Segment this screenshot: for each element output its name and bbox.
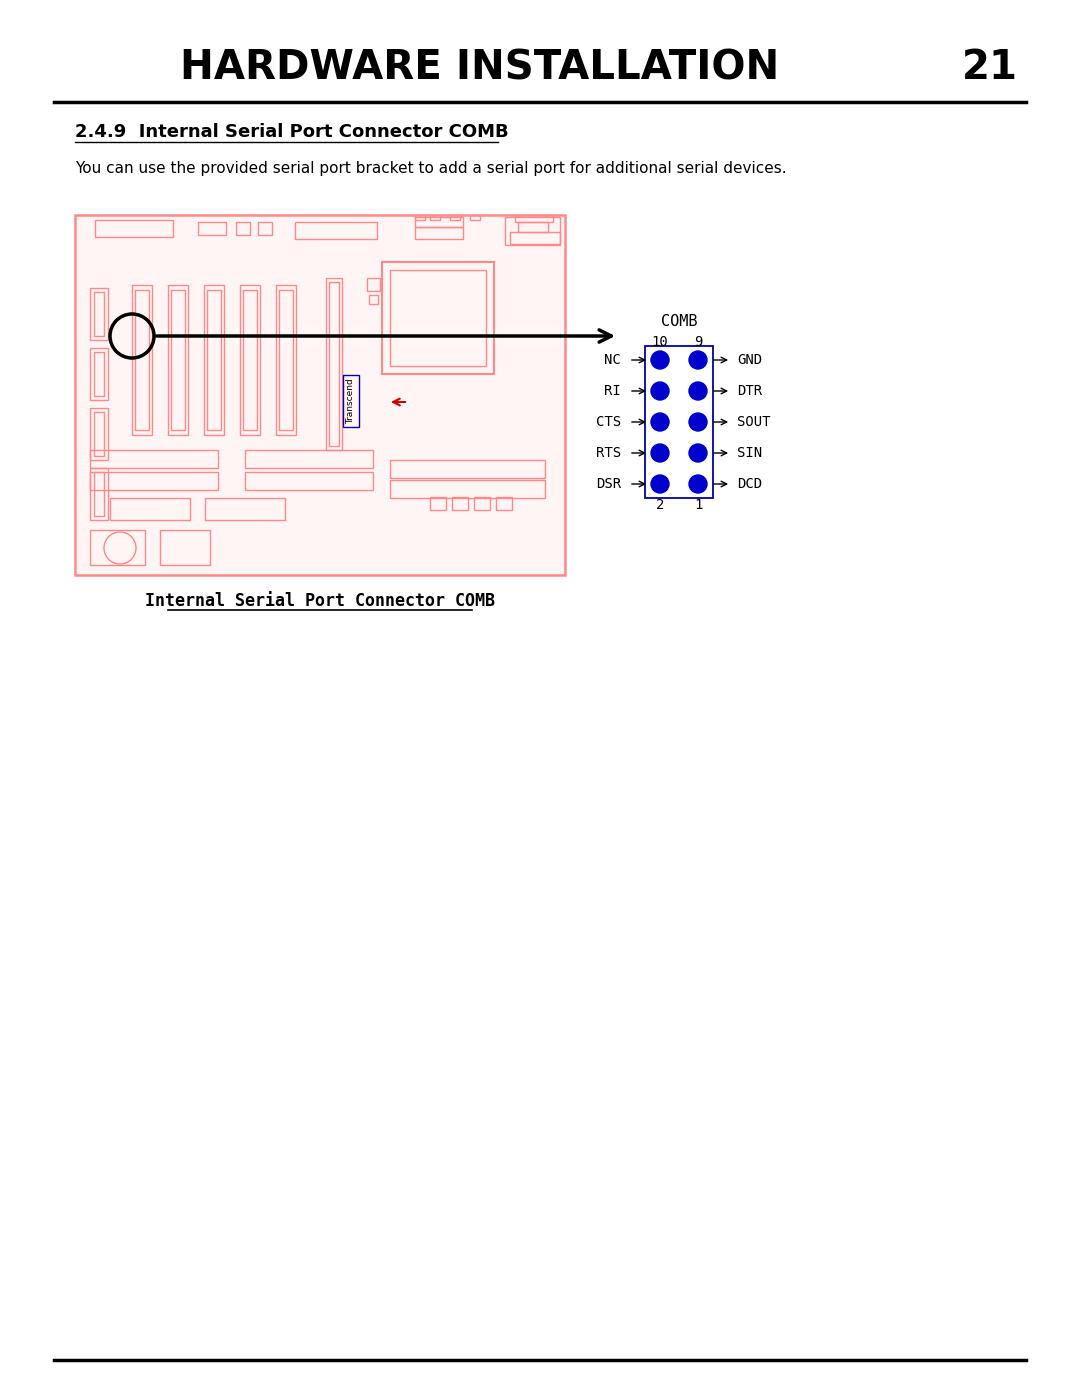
Text: DSR: DSR xyxy=(596,476,621,490)
Text: DTR: DTR xyxy=(737,384,762,398)
Text: 21: 21 xyxy=(962,47,1018,88)
Bar xyxy=(90,408,108,460)
Bar xyxy=(90,529,145,564)
Bar xyxy=(245,472,373,490)
Text: Transcend: Transcend xyxy=(347,379,355,423)
Bar xyxy=(168,285,188,434)
Bar xyxy=(329,282,339,446)
Bar xyxy=(390,460,545,478)
Bar xyxy=(430,215,440,219)
Text: RTS: RTS xyxy=(596,446,621,460)
Text: 2.4.9  Internal Serial Port Connector COMB: 2.4.9 Internal Serial Port Connector COM… xyxy=(75,123,509,141)
Text: Internal Serial Port Connector COMB: Internal Serial Port Connector COMB xyxy=(145,592,495,610)
Text: NC: NC xyxy=(604,353,621,367)
Bar xyxy=(276,285,296,434)
Bar xyxy=(510,232,561,244)
Text: 10: 10 xyxy=(651,335,669,349)
Circle shape xyxy=(651,381,669,400)
Text: 1: 1 xyxy=(693,497,702,511)
Bar xyxy=(207,291,221,430)
Bar xyxy=(90,288,108,339)
Bar xyxy=(237,222,249,235)
Bar xyxy=(75,215,565,576)
Bar xyxy=(135,291,149,430)
Bar xyxy=(258,222,272,235)
Bar xyxy=(90,468,108,520)
Bar xyxy=(518,222,548,232)
Bar xyxy=(343,374,359,427)
Circle shape xyxy=(651,414,669,432)
Bar xyxy=(245,450,373,468)
Bar xyxy=(95,219,173,237)
Bar xyxy=(496,497,512,510)
Bar xyxy=(645,346,713,497)
Bar xyxy=(240,285,260,434)
Bar xyxy=(390,481,545,497)
Bar xyxy=(505,217,561,244)
Bar xyxy=(515,215,553,222)
Bar xyxy=(279,291,293,430)
Bar xyxy=(160,529,210,564)
Circle shape xyxy=(651,351,669,369)
Bar xyxy=(470,215,480,219)
Bar xyxy=(415,217,463,226)
Bar xyxy=(94,412,104,455)
Text: You can use the provided serial port bracket to add a serial port for additional: You can use the provided serial port bra… xyxy=(75,161,786,176)
Bar xyxy=(204,285,224,434)
Text: 9: 9 xyxy=(693,335,702,349)
Bar xyxy=(390,270,486,366)
Text: HARDWARE INSTALLATION: HARDWARE INSTALLATION xyxy=(180,47,780,88)
Bar xyxy=(94,352,104,395)
Bar xyxy=(369,295,378,305)
Bar xyxy=(367,278,380,291)
Bar xyxy=(243,291,257,430)
Bar xyxy=(450,215,460,219)
Text: 2: 2 xyxy=(656,497,664,511)
Text: CTS: CTS xyxy=(596,415,621,429)
Text: DCD: DCD xyxy=(737,476,762,490)
Text: SOUT: SOUT xyxy=(737,415,770,429)
Circle shape xyxy=(689,444,707,462)
Circle shape xyxy=(689,351,707,369)
Bar xyxy=(90,450,218,468)
Text: SIN: SIN xyxy=(737,446,762,460)
Bar xyxy=(198,222,226,235)
Circle shape xyxy=(689,475,707,493)
Bar xyxy=(453,497,468,510)
Bar xyxy=(90,472,218,490)
Circle shape xyxy=(651,444,669,462)
Bar xyxy=(132,285,152,434)
Bar xyxy=(415,226,463,239)
Bar xyxy=(415,215,426,219)
Bar xyxy=(94,472,104,515)
Text: RI: RI xyxy=(604,384,621,398)
Text: GND: GND xyxy=(737,353,762,367)
Bar xyxy=(205,497,285,520)
Bar xyxy=(110,497,190,520)
Circle shape xyxy=(689,381,707,400)
Text: COMB: COMB xyxy=(661,314,698,330)
Circle shape xyxy=(689,414,707,432)
Bar xyxy=(382,263,494,374)
Circle shape xyxy=(651,475,669,493)
Bar xyxy=(295,222,377,239)
Bar xyxy=(430,497,446,510)
Bar xyxy=(474,497,490,510)
Bar xyxy=(171,291,185,430)
Bar xyxy=(326,278,342,450)
Bar xyxy=(94,292,104,337)
Bar xyxy=(90,348,108,400)
